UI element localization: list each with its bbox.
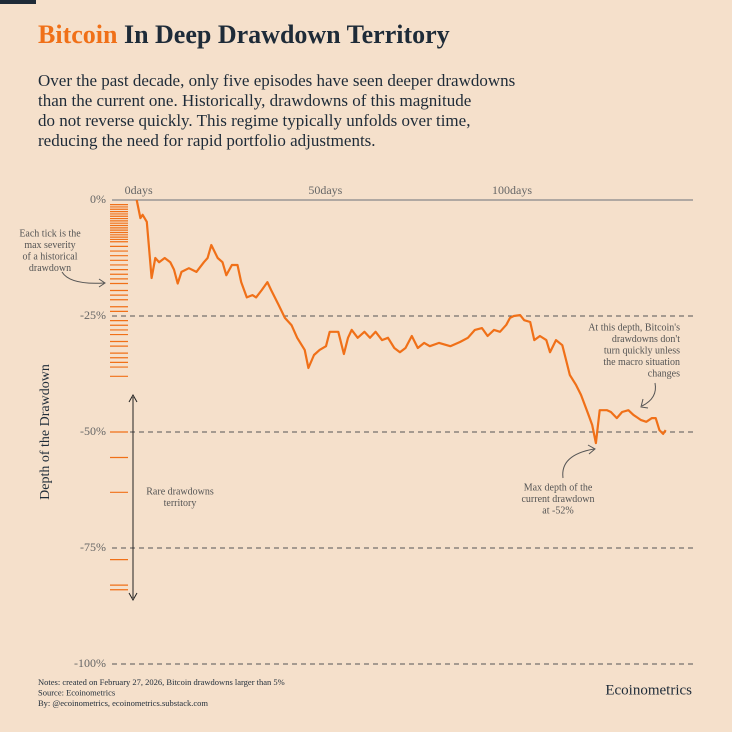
chart-title: Bitcoin In Deep Drawdown Territory	[38, 20, 450, 49]
y-tick-label: -100%	[74, 656, 106, 670]
annotation-line: territory	[164, 498, 197, 509]
x-tick-label: 50days	[308, 183, 342, 197]
arrow-head	[98, 278, 106, 288]
annotation-line: the macro situation	[603, 357, 680, 368]
historical-ticks	[110, 204, 128, 591]
grid: 0% -25% -50% -75% -100% 0days 50days 100days	[74, 183, 693, 670]
annotation-line: current drawdown	[521, 494, 594, 505]
annotation-line: of a historical	[23, 251, 78, 262]
y-tick-label: -50%	[80, 424, 106, 438]
subtitle-line: reducing the need for rapid portfolio ad…	[38, 131, 376, 150]
note-line: Source: Ecoinometrics	[38, 687, 115, 697]
annotation-line: drawdowns don't	[612, 334, 680, 345]
annotation-line: Max depth of the	[524, 482, 593, 493]
y-tick-label: -25%	[80, 308, 106, 322]
annotation-line: at -52%	[542, 505, 573, 516]
annotation-line: changes	[648, 368, 680, 379]
y-axis-label: Depth of the Drawdown	[38, 364, 53, 500]
subtitle: Over the past decade, only five episodes…	[38, 71, 515, 150]
arrows	[61, 271, 656, 602]
arrow-head	[587, 444, 596, 455]
arrow-head	[640, 398, 649, 409]
drawdown-line	[135, 199, 667, 445]
plot	[135, 199, 667, 445]
subtitle-line: Over the past decade, only five episodes…	[38, 71, 515, 90]
note-line: Notes: created on February 27, 2026, Bit…	[38, 677, 285, 687]
subtitle-line: than the current one. Historically, draw…	[38, 91, 471, 110]
range-arrow-heads	[128, 393, 138, 602]
annotation-line: Each tick is the	[19, 228, 81, 239]
title-highlight: Bitcoin	[38, 20, 118, 49]
annotation-line: At this depth, Bitcoin's	[588, 322, 680, 333]
arrow	[61, 271, 105, 284]
subtitle-line: do not reverse quickly. This regime typi…	[38, 111, 470, 130]
y-tick-label: -75%	[80, 540, 106, 554]
arrow	[562, 448, 595, 479]
title-text: In Deep Drawdown Territory	[124, 20, 450, 49]
x-tick-label: 0days	[125, 183, 153, 197]
brand: Ecoinometrics	[605, 682, 692, 698]
corner-bar	[0, 0, 36, 4]
annotation-line: turn quickly unless	[604, 345, 680, 356]
y-tick-label: 0%	[90, 192, 106, 206]
annotation-line: drawdown	[29, 263, 71, 274]
note-line: By: @ecoinometrics, ecoinometrics.substa…	[38, 698, 208, 708]
x-tick-label: 100days	[492, 183, 532, 197]
annotation-line: Rare drawdowns	[146, 486, 214, 497]
arrow	[641, 382, 656, 407]
notes: Notes: created on February 27, 2026, Bit…	[38, 677, 285, 708]
annotation-line: max severity	[24, 240, 75, 251]
